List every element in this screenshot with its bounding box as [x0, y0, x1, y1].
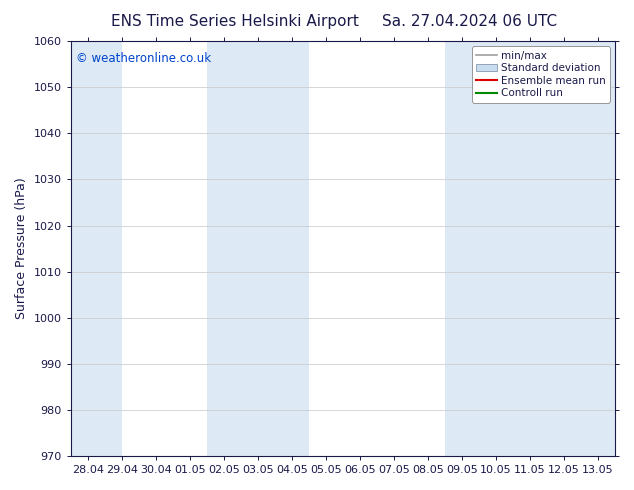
Text: ENS Time Series Helsinki Airport: ENS Time Series Helsinki Airport [111, 14, 358, 29]
Bar [71, 41, 122, 456]
Legend: min/max, Standard deviation, Ensemble mean run, Controll run: min/max, Standard deviation, Ensemble me… [472, 47, 610, 102]
Y-axis label: Surface Pressure (hPa): Surface Pressure (hPa) [15, 178, 28, 319]
Text: Sa. 27.04.2024 06 UTC: Sa. 27.04.2024 06 UTC [382, 14, 557, 29]
Bar [445, 41, 615, 456]
Bar [207, 41, 309, 456]
Text: © weatheronline.co.uk: © weatheronline.co.uk [76, 51, 211, 65]
